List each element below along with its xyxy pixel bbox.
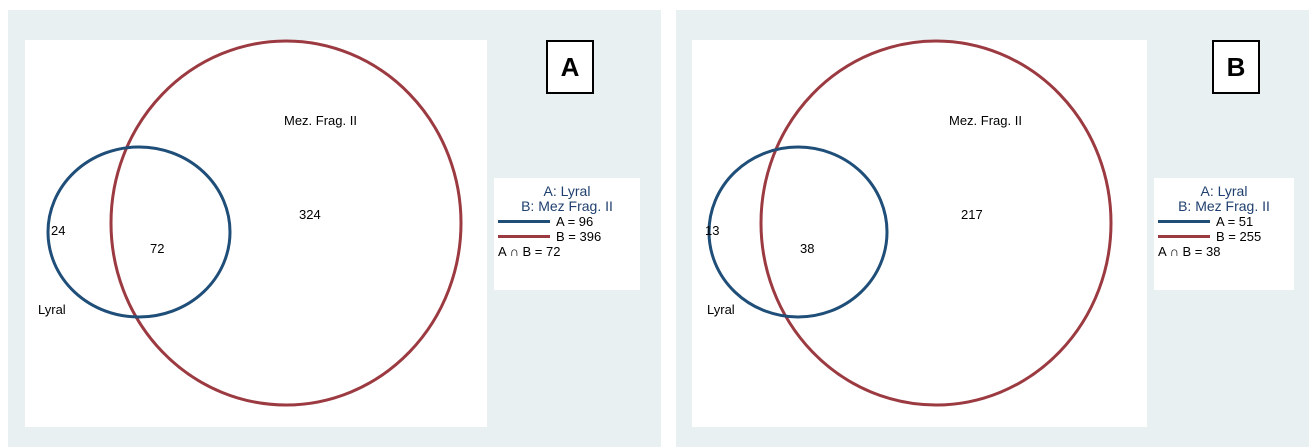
set-b-circle <box>759 39 1113 407</box>
legend-entry-b: B = 396 <box>498 229 636 244</box>
legend-swatch-a <box>498 220 550 223</box>
venn-panel-b: Mez. Frag. II Lyral 13 38 217 B A: Lyral… <box>676 10 1309 447</box>
legend-swatch-b <box>498 235 550 238</box>
venn-diagram <box>46 39 463 407</box>
venn-diagram <box>707 39 1113 407</box>
legend-swatch-a <box>1158 220 1210 223</box>
set-a-name: Lyral <box>38 302 66 317</box>
legend: A: Lyral B: Mez Frag. II A = 51 B = 255 … <box>1154 178 1294 290</box>
set-b-name: Mez. Frag. II <box>949 113 1022 128</box>
set-b-circle <box>109 39 463 407</box>
plot-area <box>25 40 487 427</box>
legend-entry-a: A = 51 <box>1158 214 1290 229</box>
only-a-count: 13 <box>705 223 720 238</box>
intersection-count: 72 <box>150 241 165 256</box>
legend-b-count: B = 255 <box>1216 229 1262 244</box>
panel-letter: A <box>546 40 594 94</box>
panel-letter: B <box>1212 40 1260 94</box>
only-b-count: 217 <box>961 207 983 222</box>
only-b-count: 324 <box>299 207 321 222</box>
set-a-circle <box>46 145 232 319</box>
set-a-circle <box>707 145 889 319</box>
legend-title-a: A: Lyral <box>543 183 591 199</box>
legend: A: Lyral B: Mez Frag. II A = 96 B = 396 … <box>494 178 640 290</box>
legend-a-count: A = 51 <box>1216 214 1254 229</box>
only-a-count: 24 <box>51 223 66 238</box>
legend-title-a: A: Lyral <box>1200 183 1248 199</box>
legend-entry-b: B = 255 <box>1158 229 1290 244</box>
legend-title-b: B: Mez Frag. II <box>521 198 613 214</box>
legend-title-b: B: Mez Frag. II <box>1178 198 1270 214</box>
legend-swatch-b <box>1158 235 1210 238</box>
legend-entry-a: A = 96 <box>498 214 636 229</box>
venn-panel-a: Mez. Frag. II Lyral 24 72 324 A A: Lyral… <box>8 10 661 447</box>
legend-intersection: A ∩ B = 38 <box>1158 244 1221 259</box>
legend-a-count: A = 96 <box>556 214 594 229</box>
plot-area <box>692 40 1147 427</box>
legend-intersection: A ∩ B = 72 <box>498 244 561 259</box>
set-a-name: Lyral <box>707 302 735 317</box>
set-b-name: Mez. Frag. II <box>284 113 357 128</box>
legend-b-count: B = 396 <box>556 229 602 244</box>
intersection-count: 38 <box>800 241 815 256</box>
